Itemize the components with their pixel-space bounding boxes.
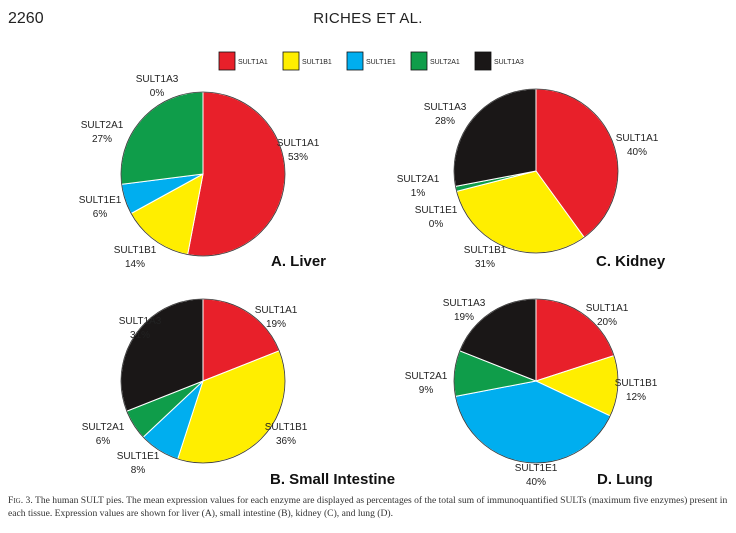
pie-slice-sult2a1	[120, 91, 204, 185]
caption-text: The human SULT pies. The mean expression…	[8, 495, 728, 519]
slice-name-sult1a1: SULT1A1	[616, 133, 659, 144]
slice-percent-sult1e1: 6%	[93, 209, 108, 220]
slice-name-sult1a3: SULT1A3	[119, 316, 162, 327]
slice-percent-sult1e1: 8%	[131, 465, 146, 476]
legend-label-sult1b1: SULT1B1	[302, 59, 332, 66]
slice-percent-sult1a1: 53%	[288, 152, 308, 163]
slice-name-sult1b1: SULT1B1	[464, 245, 507, 256]
slice-percent-sult1b1: 14%	[125, 259, 145, 270]
legend-label-sult1e1: SULT1E1	[366, 59, 396, 66]
slice-name-sult1e1: SULT1E1	[79, 195, 122, 206]
slice-percent-sult1a1: 20%	[597, 317, 617, 328]
panel-title: A. Liver	[271, 253, 326, 270]
legend-swatch-sult1a3	[474, 51, 492, 71]
slice-name-sult1a1: SULT1A1	[277, 138, 320, 149]
panel-title: B. Small Intestine	[270, 471, 395, 488]
pie-outline	[120, 298, 286, 464]
legend-swatch-sult2a1	[410, 51, 428, 71]
page-number: 2260	[8, 10, 44, 27]
panel-title: D. Lung	[597, 471, 653, 488]
slice-percent-sult1a1: 19%	[266, 319, 286, 330]
pie-small-intestine: SULT1A1 19% SULT1B1 36% SULT1E1 8% SULT2A1 6% SU…	[82, 298, 395, 488]
slice-name-sult1e1: SULT1E1	[415, 205, 458, 216]
slice-percent-sult1e1: 40%	[526, 477, 546, 488]
legend-swatch-sult1b1	[282, 51, 300, 71]
slice-name-sult2a1: SULT2A1	[82, 422, 125, 433]
slice-percent-sult2a1: 27%	[92, 134, 112, 145]
running-head: RICHES ET AL.	[313, 10, 423, 27]
slice-name-sult1a1: SULT1A1	[255, 305, 298, 316]
slice-name-sult1e1: SULT1E1	[515, 463, 558, 474]
slice-percent-sult2a1: 9%	[419, 385, 434, 396]
slice-percent-sult1b1: 36%	[276, 436, 296, 447]
slice-name-sult1b1: SULT1B1	[265, 422, 308, 433]
legend-label-sult2a1: SULT2A1	[430, 59, 460, 66]
slice-name-sult1a3: SULT1A3	[443, 298, 486, 309]
slice-name-sult1a1: SULT1A1	[586, 303, 629, 314]
legend-label-sult1a3: SULT1A3	[494, 59, 524, 66]
figure-caption: Fig. 3. The human SULT pies. The mean ex…	[8, 494, 730, 520]
slice-percent-sult1a3: 19%	[454, 312, 474, 323]
pie-outline	[453, 88, 619, 254]
slice-name-sult2a1: SULT2A1	[397, 174, 440, 185]
slice-name-sult2a1: SULT2A1	[81, 120, 124, 131]
slice-percent-sult1b1: 12%	[626, 392, 646, 403]
slice-name-sult1e1: SULT1E1	[117, 451, 160, 462]
slice-name-sult1a3: SULT1A3	[136, 74, 179, 85]
legend-swatch-sult1a1	[218, 51, 236, 71]
pie-outline	[120, 91, 286, 257]
slice-percent-sult1a3: 31%	[130, 330, 150, 341]
pie-liver: SULT1A1 53% SULT1B1 14% SULT1E1 6% SULT2A1 27% S…	[79, 74, 326, 270]
legend-label-sult1a1: SULT1A1	[238, 59, 268, 66]
slice-name-sult1b1: SULT1B1	[615, 378, 658, 389]
pie-outline	[453, 298, 619, 464]
slice-percent-sult2a1: 1%	[411, 188, 426, 199]
caption-figure-label: Fig. 3.	[8, 495, 33, 506]
pie-kidney: SULT1A1 40% SULT1B1 31% SULT1E1 0% SULT2A1 1% SU…	[397, 88, 666, 270]
slice-name-sult1a3: SULT1A3	[424, 102, 467, 113]
slice-percent-sult1a3: 28%	[435, 116, 455, 127]
sult-pie-figure: SULT1A1 SULT1B1 SULT1E1 SULT2A1 SULT1A3 SULT…	[79, 51, 666, 488]
legend-swatch-sult1e1	[346, 51, 364, 71]
slice-percent-sult1a3: 0%	[150, 88, 165, 99]
panel-title: C. Kidney	[596, 253, 666, 270]
chart-legend: SULT1A1 SULT1B1 SULT1E1 SULT2A1 SULT1A3	[218, 51, 524, 71]
slice-percent-sult2a1: 6%	[96, 436, 111, 447]
slice-name-sult1b1: SULT1B1	[114, 245, 157, 256]
slice-percent-sult1e1: 0%	[429, 219, 444, 230]
slice-percent-sult1b1: 31%	[475, 259, 495, 270]
slice-percent-sult1a1: 40%	[627, 147, 647, 158]
slice-name-sult2a1: SULT2A1	[405, 371, 448, 382]
pie-lung: SULT1A1 20% SULT1B1 12% SULT1E1 40% SULT2A1 9% S…	[405, 298, 658, 488]
